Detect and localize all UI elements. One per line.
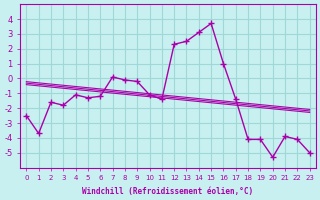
X-axis label: Windchill (Refroidissement éolien,°C): Windchill (Refroidissement éolien,°C) — [83, 187, 253, 196]
